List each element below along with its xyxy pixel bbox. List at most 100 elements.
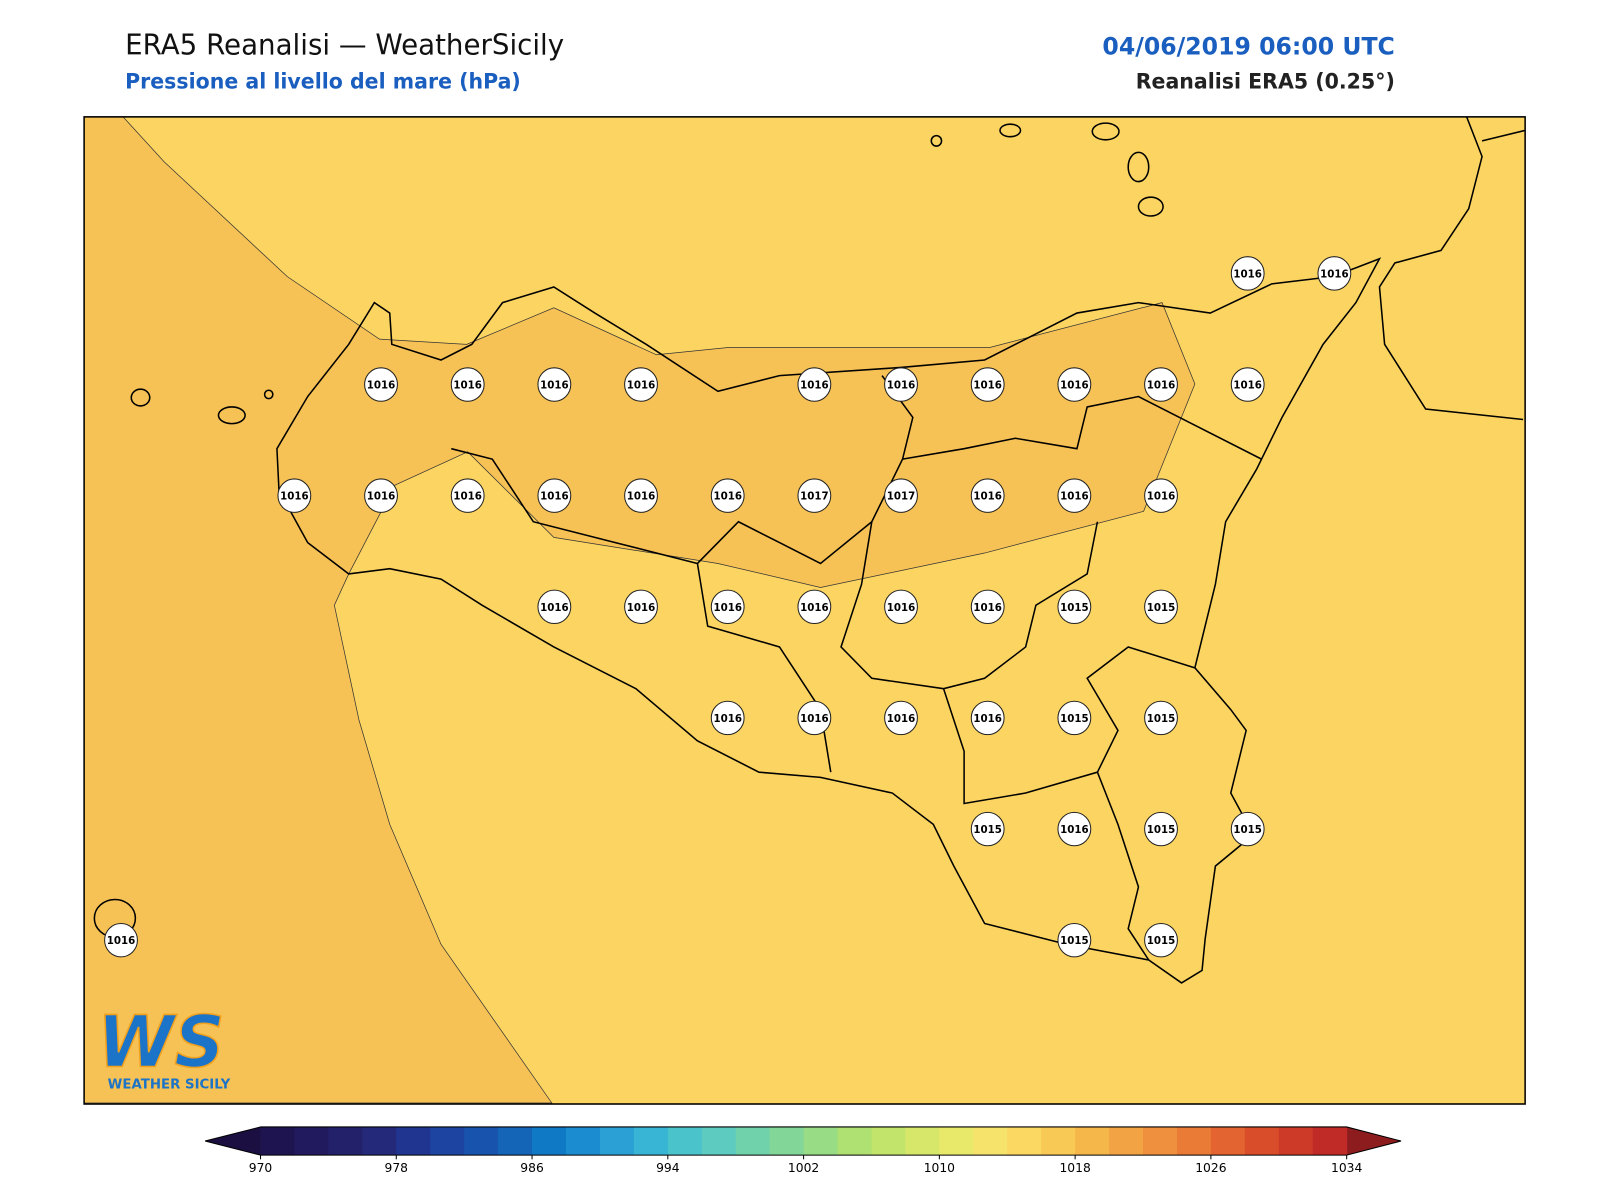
station-value: 1016 [973,491,1002,503]
station-marker [450,478,485,513]
station-marker [1057,478,1092,513]
station-marker [1057,700,1092,736]
station-marker [970,478,1005,513]
map: 1016 1016 1016 1016 1016 1016 1016 1016 1016 1016… [83,116,1526,1105]
station-marker [884,589,918,624]
station-marker [537,478,572,513]
station-marker [1144,922,1178,958]
station-marker [277,478,312,513]
map-frame [83,116,1526,1105]
colorbar-bin [1210,1126,1246,1156]
station-value: 1016 [540,602,569,614]
station-value: 1015 [1233,824,1262,836]
station-marker [624,478,658,513]
colorbar-bin [1041,1126,1076,1156]
colorbar-bin [328,1126,363,1156]
colorbar-bin [1312,1126,1348,1156]
colorbar-bin [633,1126,669,1156]
colorbar-over [1346,1126,1402,1156]
colorbar-tick-label: 1034 [1331,1160,1362,1175]
station-value: 1016 [627,491,656,503]
station-value: 1016 [1060,824,1089,836]
colorbar-bin [430,1126,465,1156]
colorbar-bin [667,1126,703,1156]
station-value: 1016 [713,713,742,725]
colorbar-under [205,1126,261,1156]
station-marker [970,811,1005,847]
colorbar-bin [260,1126,295,1156]
station-value: 1017 [800,491,829,503]
station-value: 1016 [1320,268,1349,280]
station-value: 1016 [973,380,1002,392]
station-marker [624,367,658,402]
station-value: 1016 [800,713,829,725]
station-value: 1015 [1060,602,1089,614]
station-value: 1016 [800,380,829,392]
station-marker [797,367,832,402]
station-marker [884,367,918,402]
colorbar-bin [1244,1126,1280,1156]
station-marker [624,589,658,624]
station-marker [970,589,1005,624]
colorbar-tick-label: 1010 [924,1160,955,1175]
station-value: 1016 [1233,380,1262,392]
station-value: 1016 [887,380,916,392]
station-value: 1016 [800,602,829,614]
station-value: 1016 [1147,380,1176,392]
station-marker [1057,367,1092,402]
station-marker [710,478,745,513]
subtitle: Pressione al livello del mare (hPa) [125,70,521,94]
station-marker [1144,589,1178,624]
coastline [93,116,1526,984]
colorbar-tick-label: 994 [656,1160,680,1175]
logo: WS WEATHER SICILY [97,1000,231,1092]
station-value: 1016 [973,713,1002,725]
station-value: 1016 [1147,491,1176,503]
colorbar-bin [1007,1126,1042,1156]
colorbar-tick-label: 978 [385,1160,409,1175]
station-marker [797,589,832,624]
station-value: 1015 [1147,824,1176,836]
station-value: 1016 [627,380,656,392]
station-marker [537,589,572,624]
colorbar-bin [464,1126,499,1156]
station-marker [1057,922,1092,958]
station-value: 1016 [107,935,136,947]
station-value: 1015 [1060,935,1089,947]
colorbar-bin [532,1126,567,1156]
colorbar-bin [396,1126,431,1156]
station-value: 1016 [713,491,742,503]
colorbar-bin [735,1126,771,1156]
station-marker [970,367,1005,402]
colorbar-bin [837,1126,872,1156]
station-marker [1057,589,1092,624]
stations: 1016 1016 1016 1016 1016 1016 1016 1016 1016 1016… [104,256,1352,958]
station-marker [1144,478,1178,513]
colorbar-bin [1176,1126,1212,1156]
colorbar-tick-label: 1018 [1059,1160,1090,1175]
station-value: 1016 [1233,268,1262,280]
station-value: 1016 [367,491,396,503]
colorbar-bin [701,1126,737,1156]
station-marker [537,367,572,402]
station-value: 1016 [887,713,916,725]
station-value: 1016 [453,491,482,503]
logo-mark: WS [97,1001,224,1084]
station-value: 1015 [1147,602,1176,614]
colorbar-tick-label: 1026 [1195,1160,1226,1175]
colorbar-tick-label: 1002 [788,1160,819,1175]
station-marker [884,478,918,513]
colorbar-bin [1109,1126,1144,1156]
station-marker [364,478,398,513]
colorbar: 970 978 986 994 1002 1010 1018 1026 1034 [205,1126,1402,1175]
station-marker [884,700,918,736]
station-marker [1144,811,1178,847]
station-marker [104,922,138,958]
colorbar-bin [769,1126,805,1156]
source: Reanalisi ERA5 (0.25°) [1136,70,1395,94]
station-marker [970,700,1005,736]
station-value: 1015 [1060,713,1089,725]
station-value: 1016 [367,380,396,392]
station-marker [710,700,745,736]
